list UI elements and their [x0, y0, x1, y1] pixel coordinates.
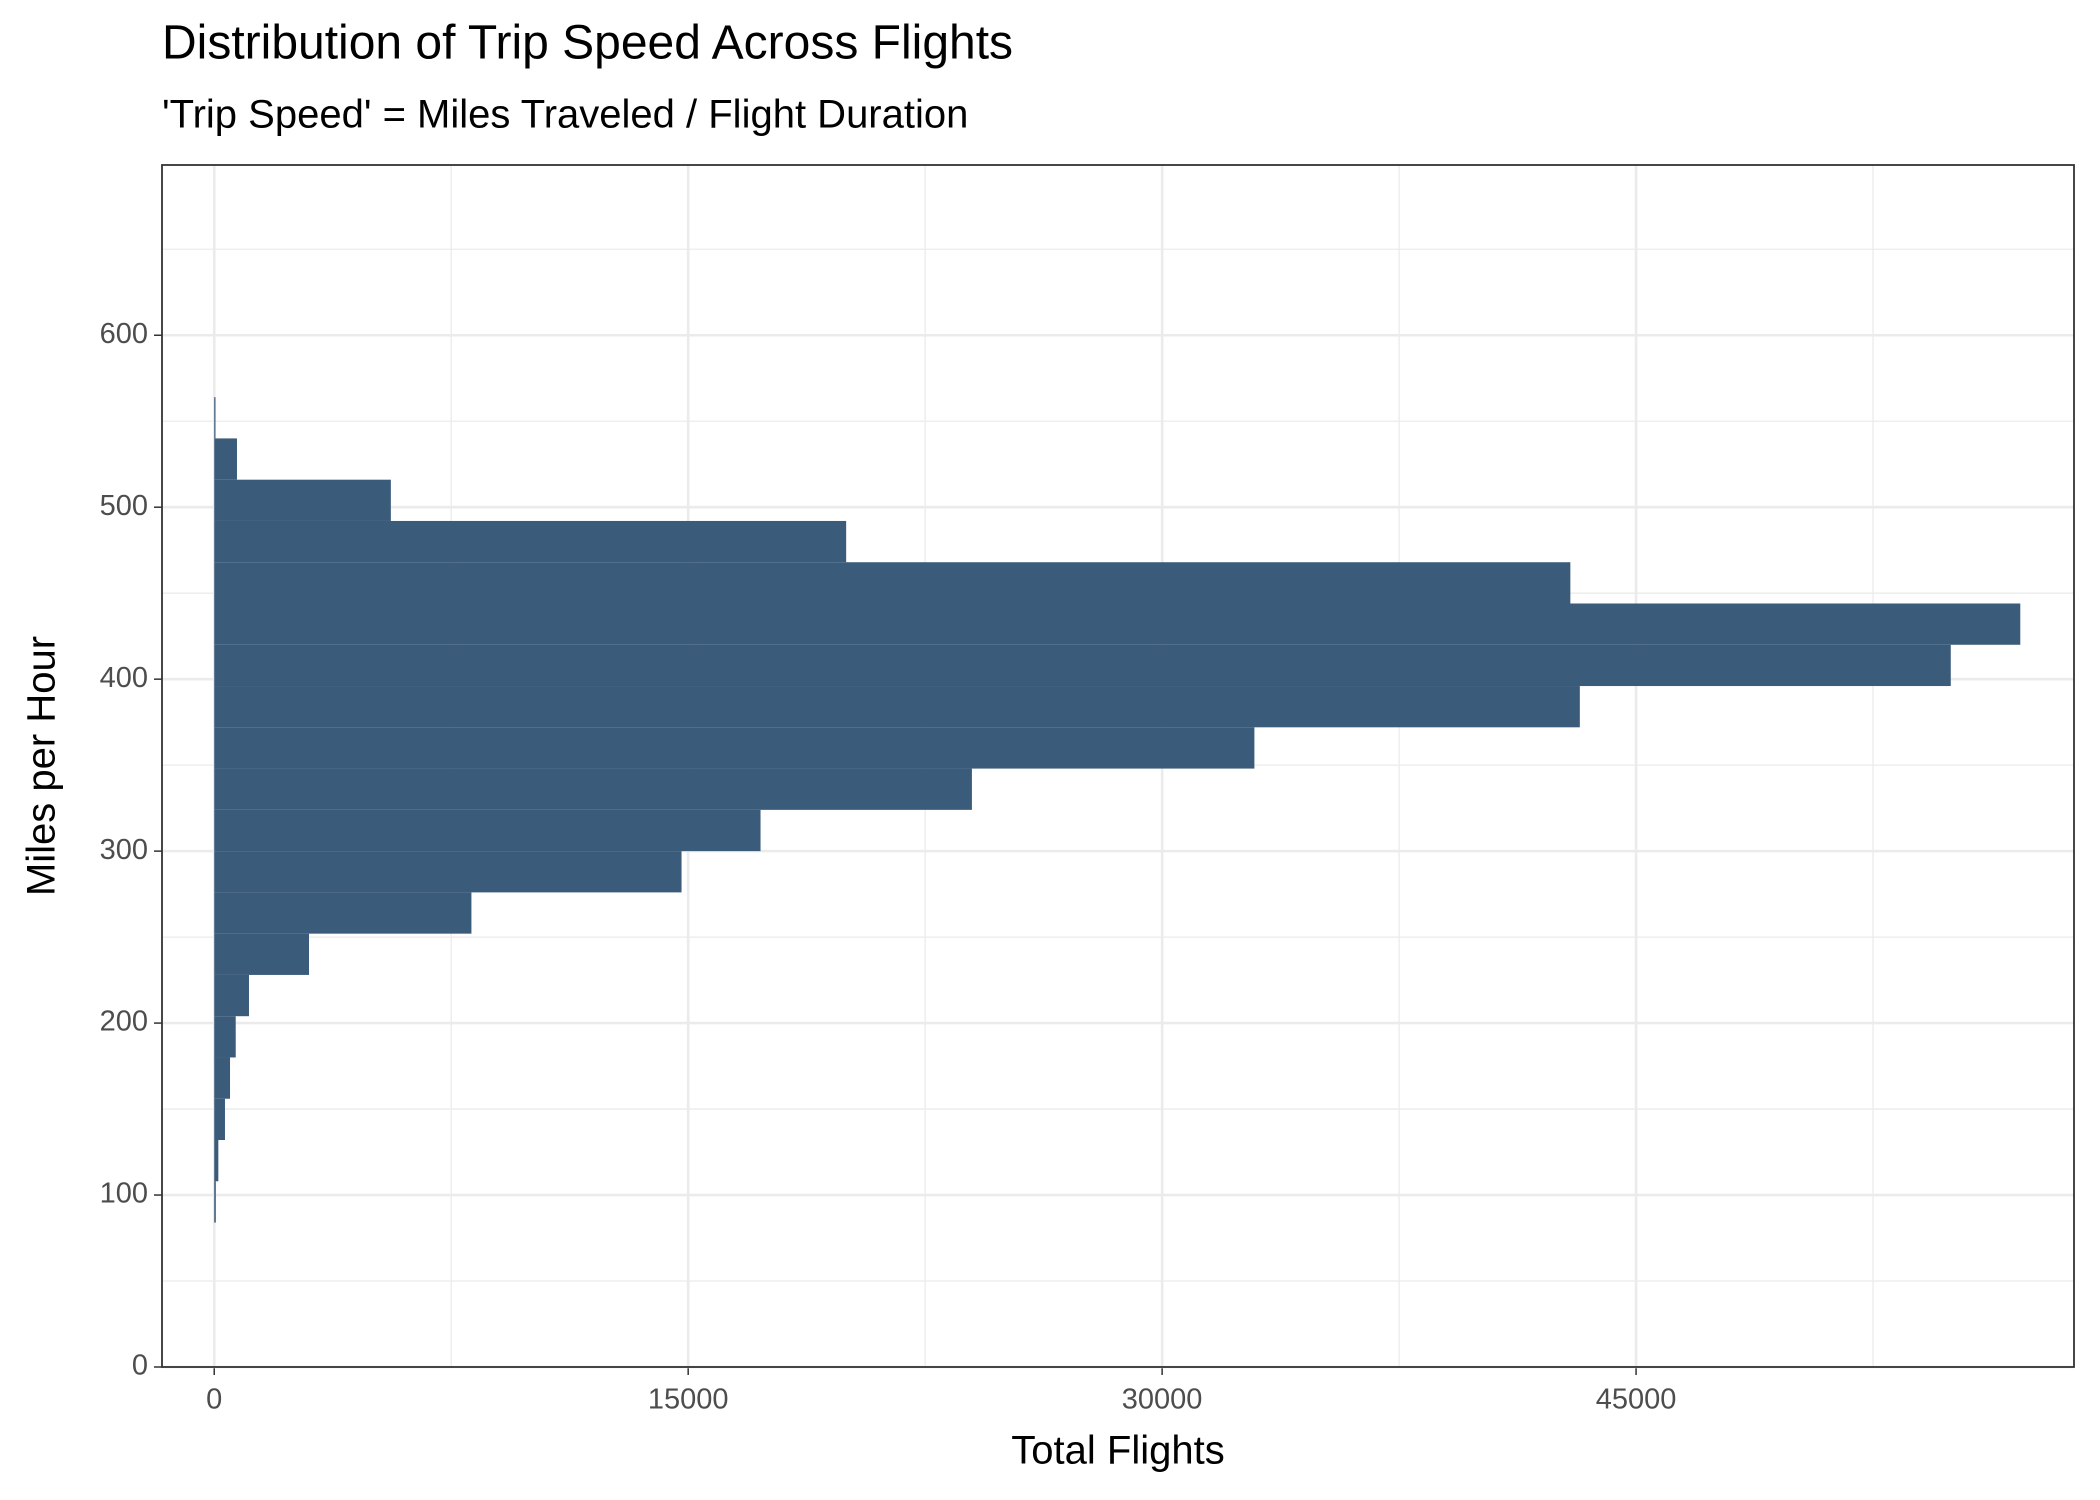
y-tick-label: 200 — [100, 1006, 148, 1038]
bar — [214, 1181, 216, 1223]
bar — [214, 562, 1571, 604]
bar — [214, 438, 237, 480]
bar — [214, 520, 847, 563]
bar — [214, 809, 761, 852]
bar — [214, 1098, 225, 1141]
x-axis-title: Total Flights — [1011, 1429, 1224, 1473]
bar — [214, 603, 2021, 645]
x-tick-label: 15000 — [648, 1384, 729, 1416]
bar — [214, 479, 391, 521]
bar — [214, 1057, 231, 1099]
bar — [214, 727, 1255, 769]
y-tick-label: 300 — [100, 834, 148, 866]
y-tick-label: 400 — [100, 662, 148, 694]
bar — [214, 851, 682, 893]
x-tick-label: 45000 — [1596, 1384, 1677, 1416]
bar — [214, 933, 310, 975]
chart-subtitle: 'Trip Speed' = Miles Traveled / Flight D… — [162, 93, 968, 137]
y-tick-label: 100 — [100, 1178, 148, 1210]
bar — [214, 974, 249, 1017]
bar — [214, 768, 972, 810]
bar — [214, 686, 1580, 728]
panel-border — [161, 164, 2075, 1368]
y-tick-label: 600 — [100, 318, 148, 350]
x-tick-label: 30000 — [1122, 1384, 1203, 1416]
bar — [214, 892, 472, 934]
bar — [214, 397, 216, 439]
bar — [214, 1016, 236, 1058]
chart-title: Distribution of Trip Speed Across Flight… — [162, 17, 1013, 70]
y-tick-label: 0 — [132, 1350, 148, 1382]
y-axis-title: Miles per Hour — [20, 636, 64, 896]
y-tick-label: 500 — [100, 490, 148, 522]
bar — [214, 1140, 219, 1182]
x-tick-label: 0 — [206, 1384, 222, 1416]
bar — [214, 644, 1951, 687]
